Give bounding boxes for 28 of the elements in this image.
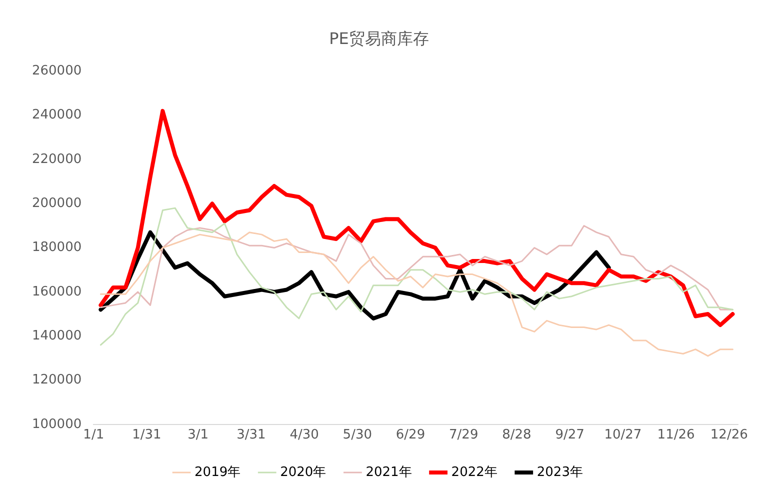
- x-tick-label: 1/31: [132, 428, 162, 443]
- chart-title: PE贸易商库存: [329, 28, 429, 48]
- x-tick-label: 1/1: [83, 428, 104, 443]
- x-tick-label: 11/26: [657, 428, 695, 443]
- y-tick-label: 200000: [32, 196, 82, 212]
- y-tick-label: 240000: [32, 108, 82, 123]
- y-tick-label: 140000: [32, 328, 82, 344]
- x-tick-label: 8/28: [502, 428, 532, 443]
- legend-label: 2022年: [451, 464, 498, 480]
- x-tick-label: 10/27: [604, 428, 642, 443]
- legend-label: 2019年: [194, 464, 241, 480]
- x-tick-label: 9/27: [555, 428, 584, 443]
- x-tick-label: 3/1: [188, 428, 209, 443]
- y-tick-label: 180000: [32, 240, 82, 256]
- legend-label: 2023年: [536, 464, 583, 480]
- x-tick-label: 3/31: [236, 428, 266, 443]
- legend-label: 2021年: [366, 464, 412, 480]
- y-tick-label: 260000: [32, 64, 82, 79]
- x-tick-label: 7/29: [449, 428, 478, 443]
- x-tick-label: 6/29: [396, 428, 426, 443]
- y-tick-label: 220000: [32, 152, 82, 167]
- y-tick-label: 160000: [32, 284, 82, 300]
- x-tick-label: 4/30: [290, 428, 319, 443]
- y-tick-label: 120000: [32, 372, 82, 388]
- legend-label: 2020年: [280, 464, 326, 480]
- x-tick-label: 12/26: [710, 428, 748, 443]
- y-tick-label: 100000: [32, 416, 82, 432]
- x-tick-label: 5/30: [342, 428, 372, 443]
